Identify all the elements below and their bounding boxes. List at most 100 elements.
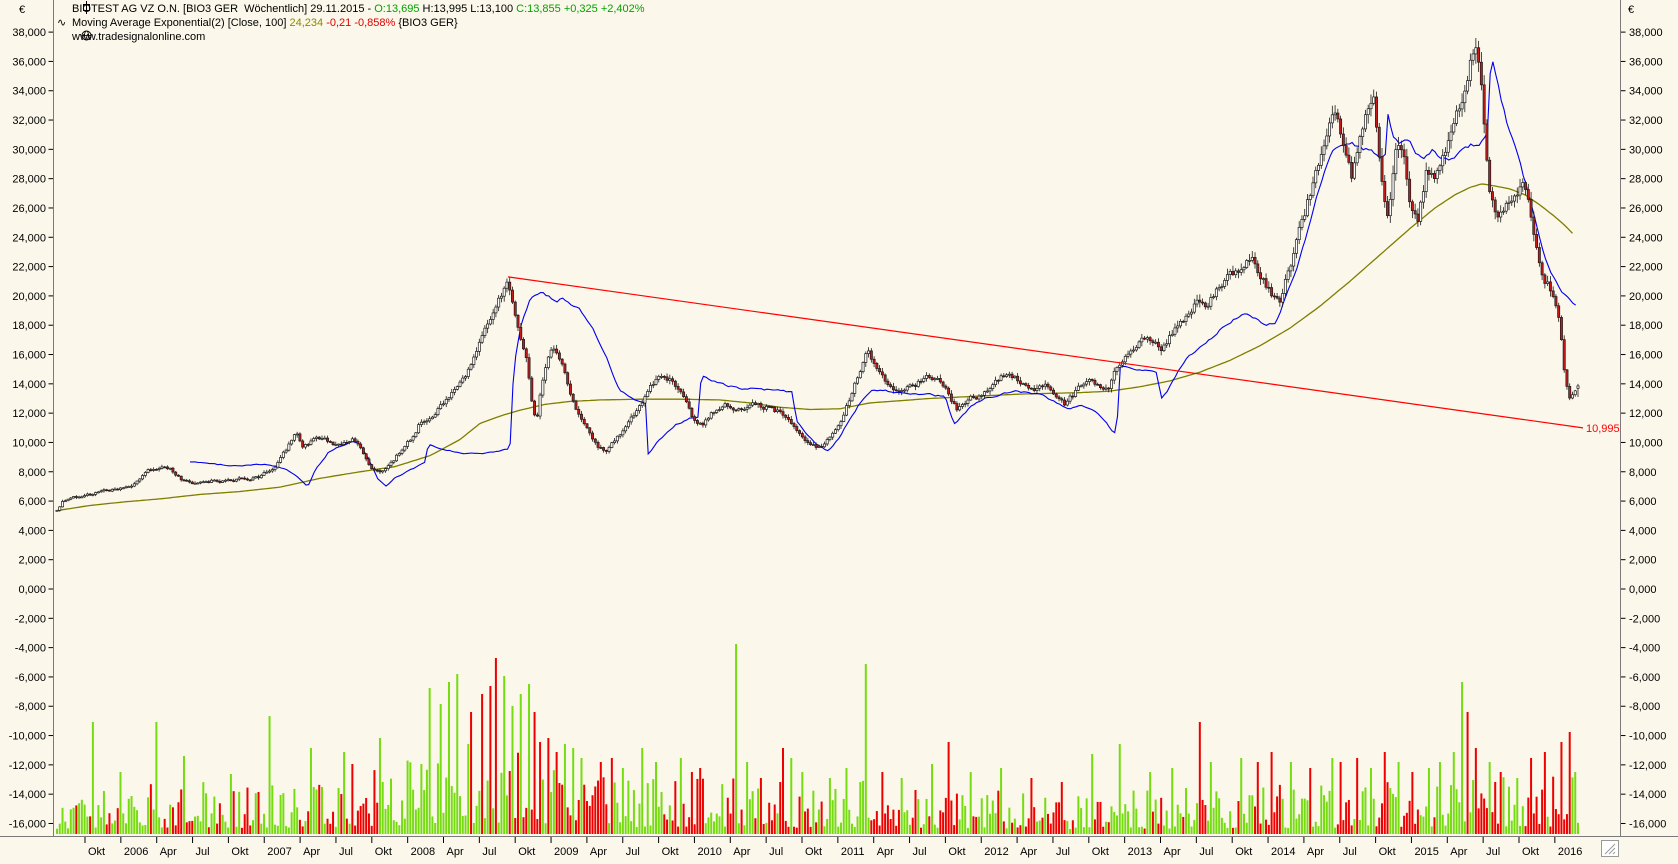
y-tick-label: -8,000 (15, 701, 46, 713)
y-tick-label: 8,000 (1629, 467, 1657, 479)
legend-instrument-text: BIOTEST AG VZ O.N. [BIO3 GER Wöchentlich… (72, 2, 645, 16)
y-tick-label: 34,000 (1629, 86, 1663, 98)
y-tick-label: -8,000 (1629, 701, 1660, 713)
x-tick-label: Apr (1164, 846, 1181, 858)
y-tick-label: 2,000 (18, 555, 46, 567)
y-tick-label: -4,000 (1629, 643, 1660, 655)
y-tick-label: 0,000 (18, 584, 46, 596)
y-tick-label: 36,000 (1629, 56, 1663, 68)
x-tick-label: Jul (913, 846, 927, 858)
currency-unit-right: € (1628, 4, 1634, 16)
y-tick-label: -2,000 (1629, 613, 1660, 625)
x-tick-label: Apr (1020, 846, 1037, 858)
x-tick-label: 2015 (1414, 846, 1438, 858)
candlestick-icon (57, 0, 91, 32)
x-tick-label: Okt (805, 846, 822, 858)
x-tick-label: Apr (1307, 846, 1324, 858)
y-tick-label: 30,000 (1629, 144, 1663, 156)
x-tick-label: Okt (948, 846, 965, 858)
legend-indicator-text: Moving Average Exponential(2) [Close, 10… (72, 16, 458, 30)
currency-unit-left: € (19, 4, 25, 16)
y-axis-left: €38,000 36,000 34,000 32,000 30,000 28,000 26,… (9, 4, 53, 830)
trendline-value-label: 10,995 (1586, 423, 1620, 435)
legend-indicator-row: ∿ Moving Average Exponential(2) [Close, … (57, 16, 645, 30)
x-tick-label: Jul (196, 846, 210, 858)
y-tick-label: 4,000 (18, 525, 46, 537)
website-link[interactable]: www.tradesignalonline.com (72, 30, 205, 44)
x-tick-label: Apr (303, 846, 320, 858)
legend-segment: C:13,855 +0,325 +2,402% (516, 3, 645, 15)
x-tick-label: Okt (231, 846, 248, 858)
x-tick-label: Okt (88, 846, 105, 858)
x-tick-label: Jul (1056, 846, 1070, 858)
legend-website-row: www.tradesignalonline.com (57, 30, 645, 44)
legend-segment[interactable]: www.tradesignalonline.com (72, 31, 206, 43)
y-axis-right: €38,000 36,000 34,000 32,000 30,000 28,000 26,… (1621, 4, 1666, 830)
y-tick-label: 16,000 (12, 350, 46, 362)
x-tick-label: Apr (590, 846, 607, 858)
y-tick-label: 2,000 (1629, 555, 1657, 567)
x-tick-label: Okt (518, 846, 535, 858)
x-tick-label: Apr (1450, 846, 1467, 858)
y-tick-label: -14,000 (1629, 789, 1666, 801)
y-tick-label: 6,000 (1629, 496, 1657, 508)
legend-segment: O:13,695 (374, 3, 423, 15)
y-tick-label: 24,000 (1629, 232, 1663, 244)
y-tick-label: -16,000 (1629, 818, 1666, 830)
y-tick-label: 22,000 (12, 262, 46, 274)
y-tick-label: -14,000 (9, 789, 46, 801)
legend-instrument-row: BIOTEST AG VZ O.N. [BIO3 GER Wöchentlich… (57, 0, 645, 16)
x-axis: Okt 2006 Apr Jul Okt 2007 Apr Jul Okt 2008 Apr Jul O… (84, 837, 1582, 858)
x-tick-label: Apr (447, 846, 464, 858)
y-tick-label: -10,000 (1629, 731, 1666, 743)
x-tick-label: Apr (160, 846, 177, 858)
x-tick-label: Jul (1486, 846, 1500, 858)
x-tick-label: Jul (1199, 846, 1213, 858)
x-tick-label: 2013 (1128, 846, 1152, 858)
legend-segment: 24,234 (289, 17, 327, 29)
x-tick-label: 2011 (841, 846, 865, 858)
legend: BIOTEST AG VZ O.N. [BIO3 GER Wöchentlich… (57, 0, 645, 44)
x-tick-label: 2016 (1558, 846, 1582, 858)
ema-line (56, 183, 1573, 512)
legend-segment: -0,21 -0,858% (326, 17, 399, 29)
axis-frame (0, 0, 1678, 837)
x-tick-label: 2010 (697, 846, 721, 858)
x-tick-label: Jul (626, 846, 640, 858)
y-tick-label: 38,000 (12, 27, 46, 39)
y-tick-label: 16,000 (1629, 350, 1663, 362)
x-tick-label: Apr (877, 846, 894, 858)
resize-grip[interactable] (1601, 840, 1619, 857)
y-tick-label: 32,000 (12, 115, 46, 127)
x-tick-label: Okt (662, 846, 679, 858)
x-tick-label: 2014 (1271, 846, 1295, 858)
wave-icon: ∿ (57, 17, 67, 29)
volume-bars (56, 644, 1579, 834)
y-tick-label: 14,000 (1629, 379, 1663, 391)
legend-segment: H:13,995 L:13,100 (422, 3, 517, 15)
legend-segment: {BIO3 GER} (398, 17, 458, 29)
x-tick-label: Jul (482, 846, 496, 858)
x-tick-label: Okt (1379, 846, 1396, 858)
legend-segment: BIOTEST AG VZ O.N. [BIO3 GER Wöchentlich… (72, 3, 375, 15)
globe-icon (57, 16, 92, 59)
x-tick-label: Okt (1092, 846, 1109, 858)
y-tick-label: -12,000 (1629, 760, 1666, 772)
y-tick-label: 10,000 (1629, 437, 1663, 449)
y-tick-label: 32,000 (1629, 115, 1663, 127)
y-tick-label: 34,000 (12, 86, 46, 98)
y-tick-label: 20,000 (1629, 291, 1663, 303)
y-tick-label: 36,000 (12, 56, 46, 68)
y-tick-label: 26,000 (12, 203, 46, 215)
legend-segment: Moving Average Exponential(2) [Close, 10… (72, 17, 290, 29)
x-tick-label: 2008 (411, 846, 435, 858)
y-tick-label: 28,000 (12, 174, 46, 186)
y-tick-label: 28,000 (1629, 174, 1663, 186)
x-tick-label: Jul (1343, 846, 1357, 858)
x-tick-label: Jul (339, 846, 353, 858)
y-tick-label: 38,000 (1629, 27, 1663, 39)
x-tick-label: 2006 (124, 846, 148, 858)
